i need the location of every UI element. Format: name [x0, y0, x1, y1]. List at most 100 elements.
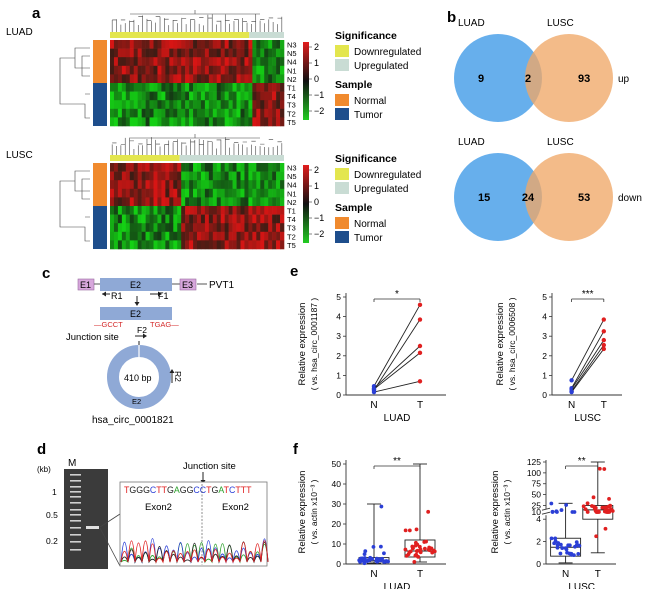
- chart-f-luad: Relative expression( vs. actin x10⁻³ ) N T…: [297, 456, 446, 589]
- scatter-point: [581, 504, 586, 509]
- scatter-point: [407, 528, 412, 533]
- heatmap-row-label: T5: [287, 241, 296, 250]
- color-scale-tick: 0: [314, 74, 319, 84]
- heatmap-row-label: T4: [287, 215, 296, 224]
- legend-swatch-tumor: [335, 108, 349, 120]
- dendrogram-branches: [111, 10, 283, 32]
- y-tick-label: 25: [532, 500, 542, 510]
- scatter-point: [422, 546, 427, 551]
- scatter-point: [367, 558, 372, 563]
- y-tick-label: 5: [336, 292, 341, 302]
- color-scale-tick: 2: [314, 42, 319, 52]
- ladder-label-1: 1: [52, 487, 57, 497]
- scatter-point: [583, 507, 588, 512]
- ladder-band: [70, 534, 81, 536]
- ladder-band: [70, 474, 81, 476]
- significance-marker: ***: [582, 289, 594, 300]
- y-tick-label: 2: [336, 351, 341, 361]
- y-axis-sublabel: ( vs. hsa_circ_0001187 ): [309, 298, 319, 391]
- row-dendrogram: [59, 47, 90, 119]
- scatter-point: [555, 545, 560, 550]
- sample-legend-title: Sample: [335, 79, 373, 91]
- panel-label-f: f: [293, 441, 299, 458]
- ladder-band: [70, 491, 81, 493]
- scatter-point: [564, 503, 569, 507]
- primer-r1-label: R1: [111, 291, 123, 301]
- scatter-point: [597, 466, 602, 471]
- legend-swatch-normal: [335, 94, 349, 106]
- paired-line: [571, 319, 605, 381]
- y-tick-label: 0: [536, 559, 541, 569]
- legend-swatch-tumor: [335, 231, 349, 243]
- heatmap-row-label: N4: [287, 181, 297, 190]
- column-dendrogram: [111, 134, 283, 155]
- scatter-point: [413, 540, 418, 545]
- scatter-point: [382, 551, 386, 556]
- column-dendrogram: [111, 10, 283, 32]
- scatter-point: [607, 510, 612, 514]
- legend-label-downregulated: Downregulated: [354, 170, 421, 181]
- data-point-tumor: [417, 317, 423, 322]
- paired-line: [571, 331, 605, 389]
- significance-legend-title: Significance: [335, 30, 397, 42]
- y-tick-label: 40: [332, 479, 342, 489]
- y-tick-label: 5: [542, 292, 547, 302]
- y-tick-label: 1: [542, 370, 547, 380]
- heatmap-row-label: T3: [287, 101, 296, 110]
- paired-line: [571, 344, 605, 392]
- legend-swatch-normal: [335, 217, 349, 229]
- venn-count-shared: 24: [522, 192, 535, 204]
- venn-set-label: down: [618, 193, 642, 204]
- data-point-tumor: [601, 317, 606, 322]
- pcr-product-band: [86, 526, 99, 529]
- kb-label: (kb): [37, 465, 51, 474]
- arrow-icon: [169, 369, 175, 373]
- scatter-point: [379, 504, 384, 509]
- scatter-point: [556, 541, 561, 545]
- scatter-point: [607, 496, 611, 501]
- y-tick-label: 30: [332, 499, 342, 509]
- scatter-point: [585, 501, 590, 506]
- chart-e-luad: Relative expression( vs. hsa_circ_000118…: [297, 289, 446, 424]
- axis-break: [542, 509, 550, 516]
- legend-label-upregulated: Upregulated: [354, 61, 408, 72]
- axis-break-mark: [541, 507, 551, 511]
- venn-diagram-up: LUAD LUSC 9 2 93 up: [454, 18, 630, 122]
- heatmap-row-label: T2: [287, 232, 296, 241]
- arrow-icon: [158, 291, 162, 297]
- y-tick-label: 125: [527, 457, 541, 467]
- scatter-point: [414, 549, 419, 554]
- scatter-point: [359, 558, 363, 563]
- panel-label-b: b: [447, 9, 456, 26]
- scatter-point: [418, 547, 423, 552]
- axis-break-mark: [541, 511, 551, 515]
- scatter-point: [558, 551, 563, 556]
- primer-f1-label: F1: [158, 291, 169, 301]
- scatter-point: [418, 550, 423, 555]
- ladder-label-0.5: 0.5: [46, 510, 58, 520]
- heatmap-panel: LUADN3N5N4N1N2T1T4T3T2T5LUSCN3N5N4N1N2T1…: [6, 10, 297, 250]
- product-size-label: 410 bp: [124, 373, 152, 383]
- y-axis-label: Relative expression: [490, 471, 501, 554]
- scatter-point: [606, 504, 611, 509]
- ring-exon-label: E2: [132, 397, 141, 406]
- scatter-point: [403, 547, 408, 552]
- y-tick-label: 10: [532, 507, 542, 517]
- data-point-tumor: [601, 346, 606, 352]
- venn-panel: LUAD LUSC 9 2 93 up LUAD LUSC 15 24 53 down: [454, 18, 642, 241]
- significance-bar-downregulated: [110, 32, 250, 38]
- scatter-point: [609, 507, 613, 512]
- significance-marker: **: [393, 456, 401, 467]
- x-tick-label: T: [417, 400, 423, 411]
- scatter-point: [363, 549, 368, 553]
- circrna-name: hsa_circ_0001821: [92, 415, 174, 426]
- y-tick-label: 100: [527, 468, 541, 478]
- venn-circle-luad: [454, 34, 542, 122]
- ladder-band: [70, 527, 81, 529]
- data-point-normal: [371, 389, 377, 395]
- venn-count-shared: 2: [525, 73, 531, 85]
- legend-label-normal: Normal: [354, 96, 386, 107]
- gene-label: PVT1: [209, 280, 234, 291]
- y-tick-label: 3: [336, 331, 341, 341]
- scatter-point: [563, 546, 568, 551]
